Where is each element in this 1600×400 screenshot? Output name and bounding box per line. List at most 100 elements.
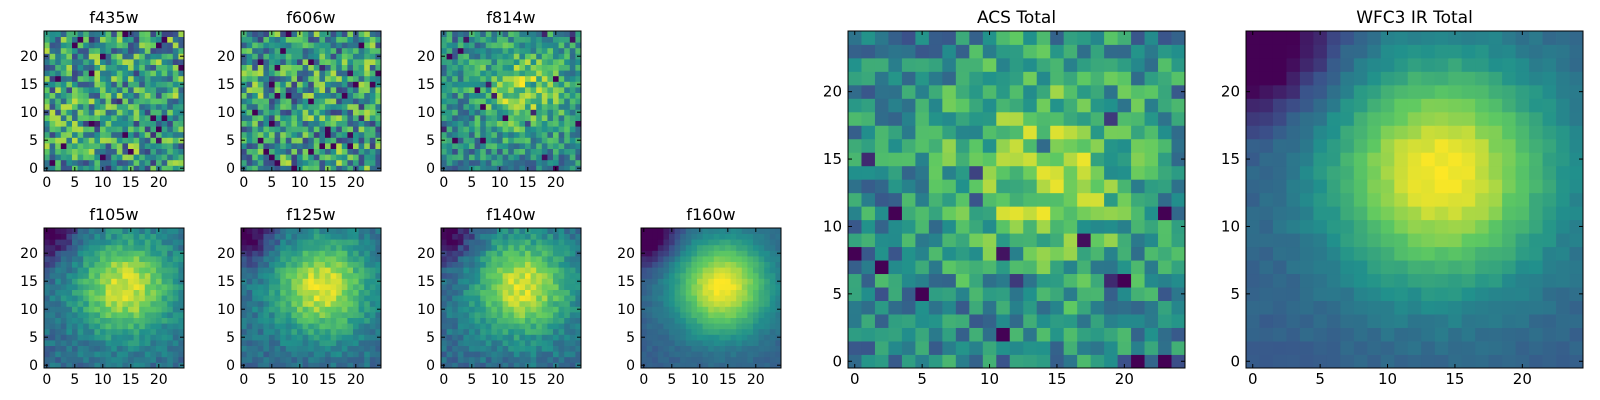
heatmap-cell <box>553 36 559 43</box>
heatmap-cell <box>83 148 90 155</box>
heatmap-cell <box>575 256 582 262</box>
heatmap-cell <box>369 256 376 262</box>
heatmap-cell <box>263 36 270 43</box>
heatmap-cell <box>144 42 151 49</box>
heatmap-cell <box>758 289 765 296</box>
heatmap-cell <box>519 42 526 49</box>
heatmap-cell <box>246 120 253 127</box>
heatmap-cell <box>291 47 298 54</box>
heatmap-cell <box>446 148 453 155</box>
heatmap-cell <box>480 328 487 335</box>
heatmap-cell <box>83 36 90 43</box>
heatmap-cell <box>313 47 320 54</box>
heatmap-cell <box>1131 165 1145 180</box>
heatmap-cell <box>116 278 123 285</box>
heatmap-cell <box>697 306 703 313</box>
heatmap-cell <box>167 295 174 302</box>
y-tick-label: 10 <box>417 105 435 121</box>
heatmap-cell <box>441 312 447 318</box>
heatmap-cell <box>446 47 453 54</box>
heatmap-cell <box>364 295 371 302</box>
heatmap-cell <box>167 31 174 37</box>
heatmap-cell <box>66 328 73 335</box>
heatmap-cell <box>730 323 737 330</box>
heatmap-cell <box>646 317 653 324</box>
heatmap-cell <box>553 75 559 82</box>
heatmap-cell <box>474 148 481 155</box>
heatmap-cell <box>111 159 118 166</box>
heatmap-cell <box>652 334 659 341</box>
heatmap-cell <box>128 278 134 285</box>
heatmap-cell <box>369 362 376 369</box>
heatmap-cell <box>347 53 354 60</box>
heatmap-cell <box>60 103 67 110</box>
heatmap-cell <box>167 351 174 358</box>
heatmap-cell <box>77 278 84 285</box>
heatmap-cell <box>178 356 185 363</box>
heatmap-cell <box>463 300 470 307</box>
heatmap-cell <box>144 334 151 341</box>
heatmap-cell <box>302 306 309 313</box>
heatmap-cell <box>441 284 447 290</box>
heatmap-cell <box>725 340 731 346</box>
heatmap-cell <box>669 306 675 313</box>
heatmap-cell <box>497 328 503 335</box>
heatmap-cell <box>369 59 376 65</box>
heatmap-cell <box>353 64 359 71</box>
heatmap-cell <box>502 131 509 138</box>
x-tick-label: 10 <box>291 372 309 388</box>
heatmap-cell <box>94 345 101 352</box>
heatmap-cell <box>144 351 151 358</box>
heatmap-cell <box>485 278 492 285</box>
heatmap-cell <box>347 87 354 93</box>
heatmap-cell <box>128 109 134 116</box>
heatmap-cell <box>88 323 95 330</box>
heatmap-cell <box>364 126 371 133</box>
heatmap-cell <box>150 126 157 133</box>
heatmap-cell <box>369 131 376 138</box>
heatmap-cell <box>457 356 464 363</box>
heatmap-cell <box>736 284 743 290</box>
heatmap-cell <box>888 219 903 234</box>
heatmap-cell <box>336 351 343 358</box>
heatmap-cell <box>83 351 90 358</box>
heatmap-cell <box>452 295 459 302</box>
heatmap-cell <box>553 284 559 290</box>
heatmap-cell <box>901 327 916 342</box>
heatmap-cell <box>94 159 101 166</box>
heatmap-cell <box>49 300 56 307</box>
heatmap-cell <box>553 334 559 341</box>
heatmap-cell <box>105 351 112 358</box>
heatmap-cell <box>775 323 782 330</box>
heatmap-cell <box>105 233 112 240</box>
heatmap-cell <box>657 328 664 335</box>
heatmap-cell <box>49 317 56 324</box>
heatmap-cell <box>139 328 146 335</box>
heatmap-cell <box>257 115 264 121</box>
heatmap-cell <box>133 103 140 110</box>
heatmap-cell <box>463 306 470 313</box>
heatmap-cell <box>94 126 101 133</box>
heatmap-cell <box>1171 327 1186 342</box>
heatmap-cell <box>94 300 101 307</box>
heatmap-cell <box>1171 314 1186 328</box>
heatmap-cell <box>942 233 957 248</box>
heatmap-cell <box>330 345 337 352</box>
heatmap-cell <box>364 345 371 352</box>
heatmap-cell <box>480 81 487 88</box>
heatmap-cell <box>94 295 101 302</box>
heatmap-cell <box>172 345 179 352</box>
heatmap-cell <box>88 81 95 88</box>
heatmap-cell <box>502 239 509 246</box>
heatmap-cell <box>252 261 259 268</box>
heatmap-cell <box>263 362 270 369</box>
heatmap-cell <box>172 165 179 172</box>
heatmap-cell <box>1158 165 1172 180</box>
heatmap-cell <box>139 137 146 144</box>
heatmap-cell <box>150 103 157 110</box>
heatmap-cell <box>44 98 50 105</box>
heatmap-cell <box>474 345 481 352</box>
heatmap-cell <box>753 306 759 313</box>
heatmap-cell <box>674 306 681 313</box>
heatmap-cell <box>558 256 565 262</box>
